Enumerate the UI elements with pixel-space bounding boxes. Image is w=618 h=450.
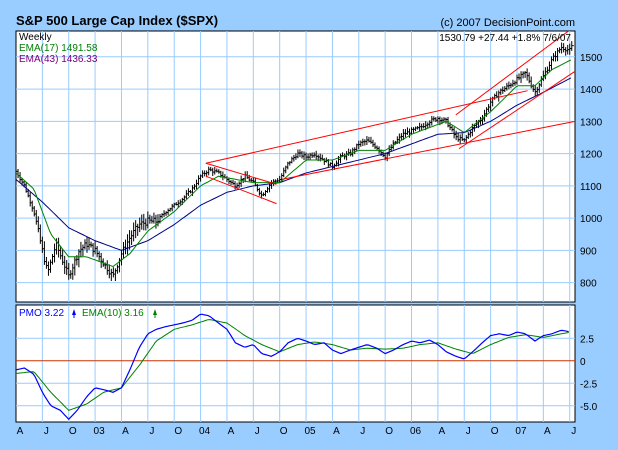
ema-fast-label: EMA(17) 1491.58 <box>19 43 98 54</box>
indicator-lines <box>15 30 576 421</box>
pmo-ema-up-arrow-icon <box>153 309 157 318</box>
x-tick-label: 03 <box>94 426 106 437</box>
copyright-label: (c) 2007 DecisionPoint.com <box>440 17 575 29</box>
y-tick-label: 800 <box>580 279 597 290</box>
x-axis-ticks: A J O 03 A J O 04 A J O 05 A J O 06 A J O 07 A J <box>17 426 577 437</box>
x-tick-label: O <box>174 426 182 437</box>
x-tick-label: O <box>385 426 393 437</box>
x-tick-label: 05 <box>304 426 316 437</box>
pmo-line <box>15 313 569 421</box>
price-bars <box>15 41 574 282</box>
pmo-y-tick-label: -2.5 <box>580 379 598 390</box>
y-axis-ticks: 800 900 1000 1100 1200 1300 1400 1500 -5.0 -2.5 0 2… <box>580 53 603 413</box>
x-tick-label: O <box>491 426 499 437</box>
pmo-panel <box>15 304 576 423</box>
pmo-ema-label: EMA(10) 3.16 <box>82 308 144 319</box>
price-panel <box>15 30 576 303</box>
pmo-y-tick-label: 0 <box>580 357 586 368</box>
trend-channel-line <box>455 30 569 116</box>
x-tick-label: O <box>69 426 77 437</box>
y-tick-label: 1500 <box>580 53 603 64</box>
trend-channel-line <box>205 175 277 205</box>
x-tick-label: A <box>544 426 551 437</box>
trend-channel-line <box>458 70 576 150</box>
quote-label: 1530.79 +27.44 +1.8% 7/6/07 <box>439 33 571 44</box>
trend-channel-line <box>281 120 576 180</box>
trend-channel-line <box>205 90 528 164</box>
trend-channel-line <box>205 162 277 185</box>
x-tick-label: J <box>255 426 260 437</box>
x-tick-label: 07 <box>515 426 527 437</box>
x-tick-label: 06 <box>410 426 422 437</box>
x-tick-label: 04 <box>199 426 211 437</box>
x-tick-label: A <box>228 426 235 437</box>
period-label: Weekly <box>19 32 52 43</box>
y-tick-label: 1200 <box>580 150 603 161</box>
x-tick-label: O <box>280 426 288 437</box>
pmo-label: PMO 3.22 <box>19 308 64 319</box>
ema-slow-label: EMA(43) 1436.33 <box>19 54 98 65</box>
chart-title: S&P 500 Large Cap Index ($SPX) <box>16 13 218 28</box>
x-tick-label: J <box>44 426 49 437</box>
y-tick-label: 900 <box>580 246 597 257</box>
x-tick-label: A <box>333 426 340 437</box>
x-tick-label: J <box>149 426 154 437</box>
y-tick-label: 1400 <box>580 85 603 96</box>
y-tick-label: 1300 <box>580 117 603 128</box>
pmo-y-tick-label: -5.0 <box>580 402 598 413</box>
x-tick-label: J <box>360 426 365 437</box>
x-tick-label: J <box>466 426 471 437</box>
x-tick-label: A <box>17 426 24 437</box>
y-tick-label: 1100 <box>580 182 602 193</box>
ema-fast-line <box>15 59 572 268</box>
x-tick-label: A <box>122 426 129 437</box>
x-tick-label: A <box>439 426 446 437</box>
pmo-up-arrow-icon <box>72 309 76 318</box>
y-tick-label: 1000 <box>580 214 603 225</box>
grid-layer <box>16 31 575 422</box>
x-tick-label: J <box>571 426 576 437</box>
pmo-y-tick-label: 2.5 <box>580 334 594 345</box>
